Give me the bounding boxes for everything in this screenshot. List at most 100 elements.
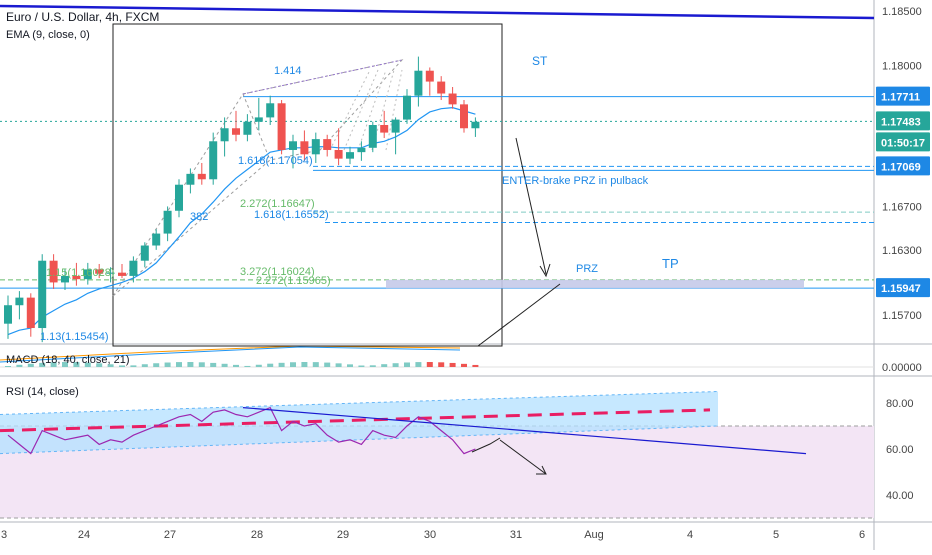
price-badge-label: 1.17069: [881, 161, 921, 173]
price-badge-label: 1.15947: [881, 283, 921, 295]
macd-histogram-bar: [335, 363, 342, 367]
candle-body: [403, 95, 411, 120]
fib-label: 1.13(1.15454): [40, 331, 109, 343]
rsi-tick: 60.00: [886, 444, 914, 456]
time-tick: 5: [773, 529, 779, 541]
candle-body: [15, 297, 24, 306]
rsi-arrowhead: [536, 465, 547, 475]
fib-label: 1.618(1.17054): [238, 155, 313, 167]
candle-body: [129, 260, 138, 276]
candle-body: [414, 70, 423, 96]
candle-body: [368, 125, 377, 148]
candle-body: [437, 81, 446, 94]
macd-histogram-bar: [449, 362, 456, 367]
entry-arrowhead: [539, 263, 551, 278]
macd-histogram-bar: [301, 362, 308, 367]
time-tick: 31: [510, 529, 522, 541]
candle-body: [38, 260, 47, 329]
fib-label: 2.272(1.15965): [256, 275, 331, 287]
ema-line: [7, 107, 476, 336]
candle-body: [448, 93, 457, 105]
price-badge-label: 1.17483: [881, 116, 921, 128]
price-badge-label: 01:50:17: [881, 137, 925, 149]
macd-line: [0, 346, 461, 363]
candle-body: [334, 149, 343, 159]
macd-histogram-bar: [392, 363, 399, 367]
macd-histogram-bar: [50, 362, 57, 367]
rsi-channel: [0, 391, 718, 454]
macd-histogram-bar: [233, 364, 239, 367]
time-tick: Aug: [584, 529, 604, 541]
range-box: [112, 23, 503, 347]
rsi-midline: [0, 408, 711, 433]
main-trendline: [0, 4, 875, 20]
macd-histogram-bar: [198, 362, 205, 367]
price-tick: 1.16700: [882, 201, 922, 213]
entry-arrow: [515, 137, 547, 275]
price-tick: 1.15700: [882, 310, 922, 322]
macd-histogram-bar: [347, 364, 353, 367]
macd-histogram-bar: [84, 362, 91, 367]
candle-body: [186, 173, 195, 185]
macd-histogram-bar: [244, 365, 251, 367]
candle-body: [220, 128, 229, 142]
macd-histogram-bar: [290, 362, 296, 367]
macd-histogram-bar: [141, 364, 148, 367]
candle-body: [266, 103, 275, 118]
macd-histogram-bar: [221, 363, 228, 367]
candle-body: [300, 141, 309, 155]
macd-histogram-bar: [358, 365, 365, 367]
macd-histogram-bar: [176, 362, 182, 367]
time-tick: 4: [687, 529, 693, 541]
price-badge: [876, 86, 930, 106]
rsi-arrow-up: [471, 437, 501, 453]
candle-body: [26, 297, 35, 329]
candle-body: [232, 128, 240, 135]
fib-label: 1.618(1.16552): [254, 209, 329, 221]
candle-body: [72, 275, 81, 280]
macd-histogram-bar: [472, 364, 479, 367]
price-tick: 1.18500: [882, 6, 922, 18]
macd-histogram-bar: [187, 362, 194, 367]
macd-histogram-bar: [369, 365, 376, 367]
candle-body: [323, 139, 332, 150]
time-tick: 27: [164, 529, 176, 541]
macd-histogram-bar: [312, 362, 319, 367]
macd-histogram-bar: [461, 363, 467, 367]
pattern-top-line: [242, 59, 403, 95]
candle-body: [106, 272, 115, 274]
candle-body: [175, 184, 183, 211]
candle-body: [346, 152, 354, 159]
rsi-tick: 40.00: [886, 490, 914, 502]
macd-histogram-bar: [107, 364, 114, 367]
pattern-hatch: [357, 69, 387, 151]
macd-histogram-bar: [164, 362, 171, 367]
candle-body: [4, 305, 12, 324]
fib-label: 1.15(1.16028): [46, 267, 115, 279]
macd-histogram-bar: [73, 362, 80, 367]
candle-body: [83, 269, 92, 280]
rsi-line: [7, 406, 476, 455]
prz-band: [386, 279, 804, 289]
candle-body: [209, 141, 218, 180]
rsi-arrow-down: [499, 439, 547, 475]
price-tick: 1.16300: [882, 245, 922, 257]
macd-signal-line: [0, 345, 461, 361]
candle-body: [471, 121, 480, 129]
candle-body: [197, 173, 206, 180]
macd-histogram-bar: [39, 362, 46, 367]
candle-body: [118, 272, 126, 276]
macd-histogram-bar: [404, 362, 410, 367]
macd-histogram-bar: [438, 362, 445, 367]
macd-histogram-bar: [119, 365, 125, 367]
fib-label: 3.272(1.16024): [240, 266, 315, 278]
macd-histogram-bar: [16, 364, 23, 367]
macd-histogram-bar: [426, 362, 433, 367]
candle-body: [311, 139, 320, 155]
macd-histogram-bar: [324, 362, 331, 367]
candle-body: [425, 70, 434, 82]
enter-label: ENTER-brake PRZ in pulback: [502, 175, 649, 187]
time-tick: 24: [78, 529, 90, 541]
tp-label: TP: [662, 256, 679, 271]
